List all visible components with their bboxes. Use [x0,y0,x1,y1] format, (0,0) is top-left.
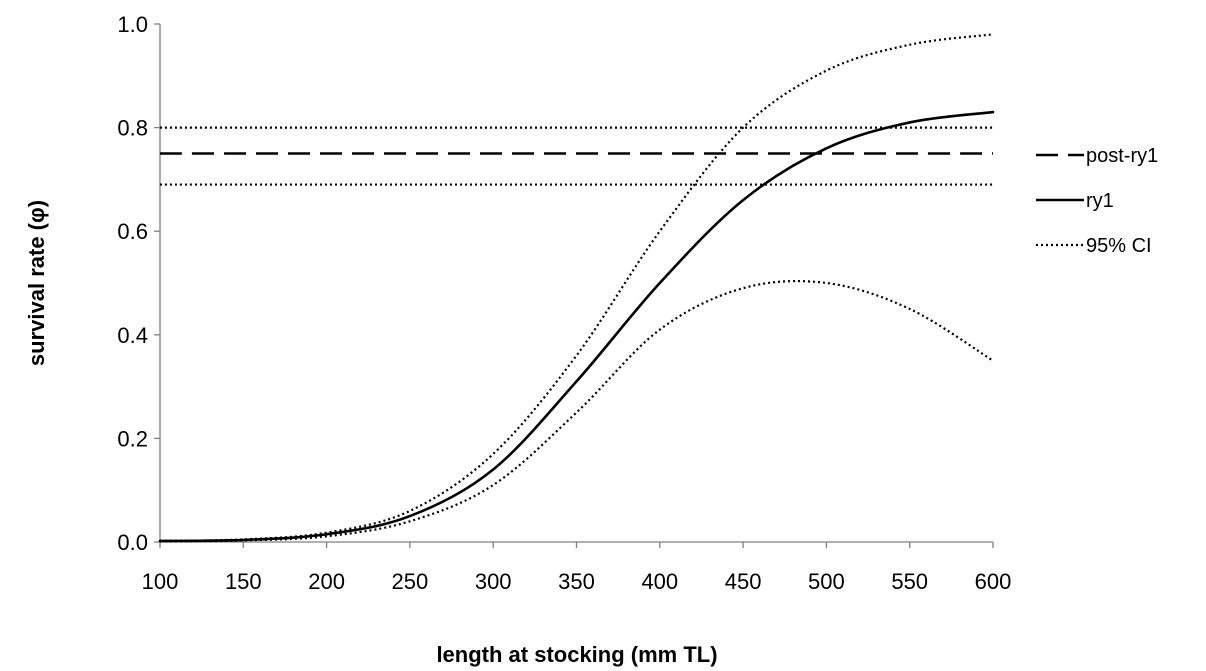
x-tick-label: 450 [725,569,762,594]
legend: post-ry1 ry1 95% CI [1036,145,1158,257]
legend-label-2: 95% CI [1086,235,1152,257]
y-tick-label: 0.2 [117,426,148,451]
x-tick-label: 150 [225,569,262,594]
y-tick-label: 1.0 [117,12,148,37]
x-tick-label: 200 [308,569,345,594]
x-axis-title: length at stocking (mm TL) [436,642,717,667]
axes: 0.0 0.2 0.4 0.6 0.8 1.0 100 150 200 250 300 350 400 4… [117,12,1011,594]
x-tick-label: 300 [475,569,512,594]
x-tick-label: 550 [891,569,928,594]
y-axis-title: survival rate (φ) [24,200,49,366]
y-tick-label: 0.6 [117,219,148,244]
x-tick-label: 350 [558,569,595,594]
x-tick-label: 400 [641,569,678,594]
series-line-1 [158,110,995,543]
y-tick-label: 0.0 [117,530,148,555]
legend-label-1: ry1 [1086,190,1114,212]
series-line-2 [159,33,994,543]
x-tick-label: 100 [142,569,179,594]
legend-label-0: post-ry1 [1086,145,1158,167]
x-tick-label: 500 [808,569,845,594]
x-tick-label: 600 [975,569,1012,594]
y-tick-label: 0.4 [117,323,148,348]
series-layer [158,33,995,543]
y-tick-label: 0.8 [117,116,148,141]
x-tick-label: 250 [392,569,429,594]
series-line-3 [159,279,994,543]
